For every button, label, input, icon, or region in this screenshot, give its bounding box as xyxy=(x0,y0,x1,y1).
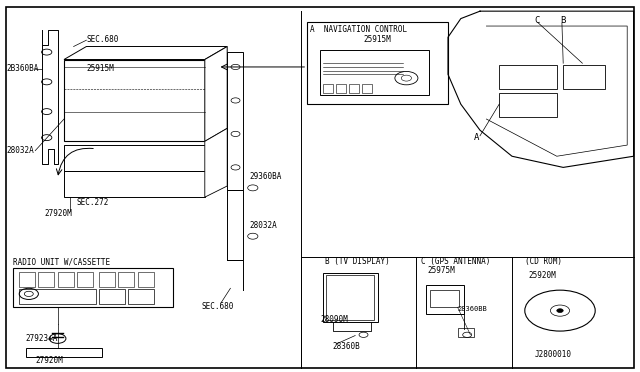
Bar xyxy=(430,290,459,307)
Bar xyxy=(99,272,115,287)
Bar xyxy=(13,268,173,307)
Text: 28032A: 28032A xyxy=(6,146,34,155)
Text: C (GPS ANTENNA): C (GPS ANTENNA) xyxy=(421,257,490,266)
Text: B (TV DISPLAY): B (TV DISPLAY) xyxy=(325,257,390,266)
Bar xyxy=(77,272,93,287)
Bar xyxy=(99,289,125,304)
Bar xyxy=(118,272,134,287)
Bar xyxy=(26,348,102,357)
Text: (CD ROM): (CD ROM) xyxy=(525,257,562,266)
Bar xyxy=(323,84,333,93)
Text: 25975M: 25975M xyxy=(428,266,455,275)
Bar xyxy=(64,171,205,197)
Text: 25920M: 25920M xyxy=(528,271,556,280)
Text: 28360B: 28360B xyxy=(333,342,360,351)
Circle shape xyxy=(557,309,563,312)
Bar xyxy=(58,272,74,287)
Bar xyxy=(138,272,154,287)
Text: A  NAVIGATION CONTROL: A NAVIGATION CONTROL xyxy=(310,25,407,34)
Bar xyxy=(326,275,374,320)
Text: 28032A: 28032A xyxy=(250,221,277,230)
Text: SEC.680: SEC.680 xyxy=(202,302,234,311)
Text: A: A xyxy=(474,133,479,142)
Text: 28090M: 28090M xyxy=(320,315,348,324)
Bar xyxy=(19,289,96,304)
Bar xyxy=(323,273,378,322)
Bar xyxy=(64,145,205,171)
Bar xyxy=(458,328,474,337)
Bar xyxy=(64,60,205,141)
Bar xyxy=(128,289,154,304)
Bar xyxy=(362,84,372,93)
Text: C: C xyxy=(534,16,540,25)
Text: 27920M: 27920M xyxy=(45,209,72,218)
Text: 29360BA: 29360BA xyxy=(250,172,282,181)
Bar xyxy=(336,84,346,93)
Text: J2800010: J2800010 xyxy=(534,350,572,359)
Text: 2B360BA: 2B360BA xyxy=(6,64,39,73)
Bar xyxy=(19,272,35,287)
Text: 28360BB: 28360BB xyxy=(458,306,487,312)
Text: 25915M: 25915M xyxy=(86,64,114,73)
Bar xyxy=(227,52,243,190)
Bar xyxy=(320,50,429,95)
Text: SEC.680: SEC.680 xyxy=(86,35,119,44)
Bar xyxy=(499,65,557,89)
Text: 27923+A: 27923+A xyxy=(26,334,58,343)
Bar xyxy=(499,93,557,117)
Bar xyxy=(426,285,464,314)
Polygon shape xyxy=(64,46,227,60)
Polygon shape xyxy=(205,46,227,141)
Bar xyxy=(563,65,605,89)
Bar xyxy=(349,84,359,93)
Polygon shape xyxy=(205,128,227,197)
Text: 25915M: 25915M xyxy=(364,35,392,44)
Text: 27920M: 27920M xyxy=(35,356,63,365)
Bar xyxy=(38,272,54,287)
Text: RADIO UNIT W/CASSETTE: RADIO UNIT W/CASSETTE xyxy=(13,258,110,267)
Text: B: B xyxy=(560,16,565,25)
Text: SEC.272: SEC.272 xyxy=(77,198,109,207)
Bar xyxy=(227,190,243,260)
Bar xyxy=(307,22,448,104)
